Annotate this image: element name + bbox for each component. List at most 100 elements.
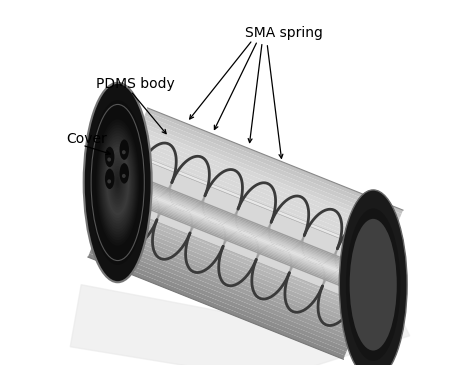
Polygon shape (146, 108, 403, 214)
Polygon shape (121, 181, 371, 282)
Polygon shape (101, 220, 358, 326)
Polygon shape (119, 188, 368, 288)
Ellipse shape (347, 211, 400, 358)
Ellipse shape (365, 263, 381, 306)
Ellipse shape (83, 83, 151, 282)
Ellipse shape (364, 260, 382, 309)
Polygon shape (95, 235, 352, 341)
Ellipse shape (339, 190, 407, 365)
Text: Cover: Cover (67, 132, 107, 146)
Ellipse shape (106, 150, 129, 215)
Ellipse shape (112, 166, 123, 199)
Polygon shape (122, 180, 371, 281)
Ellipse shape (372, 282, 374, 288)
Polygon shape (125, 172, 374, 273)
Polygon shape (110, 197, 367, 303)
Polygon shape (113, 190, 370, 296)
Ellipse shape (98, 125, 137, 240)
Ellipse shape (120, 163, 129, 184)
Polygon shape (103, 216, 360, 322)
Polygon shape (118, 190, 367, 291)
Polygon shape (90, 250, 347, 356)
Polygon shape (124, 176, 373, 277)
Ellipse shape (97, 122, 138, 243)
Polygon shape (119, 189, 368, 290)
Ellipse shape (110, 161, 125, 204)
Ellipse shape (370, 250, 386, 270)
Polygon shape (98, 227, 356, 333)
Ellipse shape (122, 150, 126, 154)
Ellipse shape (116, 177, 120, 188)
Ellipse shape (370, 276, 377, 294)
Polygon shape (138, 127, 395, 233)
Polygon shape (122, 179, 372, 280)
Ellipse shape (362, 254, 384, 315)
Ellipse shape (107, 157, 111, 162)
Polygon shape (97, 231, 354, 337)
Text: SMA spring: SMA spring (245, 26, 323, 40)
Ellipse shape (363, 257, 383, 312)
Ellipse shape (115, 174, 121, 191)
Polygon shape (131, 145, 388, 251)
Ellipse shape (349, 218, 397, 352)
Ellipse shape (117, 180, 119, 185)
Polygon shape (118, 179, 375, 285)
Polygon shape (142, 119, 399, 225)
Polygon shape (126, 171, 375, 272)
Ellipse shape (359, 245, 387, 324)
Ellipse shape (105, 147, 114, 167)
Polygon shape (133, 142, 390, 247)
Polygon shape (134, 138, 391, 244)
Polygon shape (92, 242, 349, 348)
Ellipse shape (99, 128, 136, 237)
Ellipse shape (351, 224, 395, 346)
Polygon shape (104, 212, 361, 318)
Ellipse shape (352, 227, 394, 343)
Ellipse shape (114, 172, 121, 193)
Ellipse shape (113, 169, 122, 196)
Polygon shape (121, 182, 371, 283)
Ellipse shape (355, 233, 392, 337)
Polygon shape (116, 182, 373, 288)
Polygon shape (121, 171, 378, 277)
Ellipse shape (105, 169, 114, 189)
Ellipse shape (103, 139, 133, 226)
Polygon shape (116, 195, 365, 296)
Ellipse shape (94, 114, 141, 251)
Polygon shape (100, 223, 357, 330)
Ellipse shape (102, 136, 134, 229)
Ellipse shape (356, 236, 391, 334)
Text: PDMS body: PDMS body (96, 77, 174, 91)
Polygon shape (128, 153, 385, 259)
Ellipse shape (368, 269, 378, 300)
Polygon shape (117, 192, 367, 292)
Polygon shape (94, 238, 351, 344)
Ellipse shape (371, 278, 375, 291)
Polygon shape (124, 175, 373, 276)
Ellipse shape (346, 208, 401, 361)
Polygon shape (109, 201, 366, 307)
Polygon shape (119, 175, 376, 281)
Ellipse shape (93, 111, 142, 254)
Ellipse shape (107, 152, 128, 213)
Polygon shape (125, 160, 382, 266)
Ellipse shape (357, 239, 390, 330)
Polygon shape (115, 186, 372, 292)
Polygon shape (107, 205, 364, 311)
Polygon shape (91, 246, 348, 352)
Ellipse shape (108, 155, 127, 210)
Polygon shape (136, 134, 393, 240)
Polygon shape (137, 130, 394, 236)
Ellipse shape (369, 273, 378, 297)
Ellipse shape (104, 141, 132, 224)
Polygon shape (106, 208, 363, 315)
Ellipse shape (354, 230, 393, 339)
Ellipse shape (92, 108, 143, 257)
Ellipse shape (101, 133, 135, 232)
Polygon shape (70, 285, 410, 365)
Ellipse shape (109, 158, 126, 207)
Polygon shape (88, 253, 345, 359)
Polygon shape (116, 157, 378, 302)
Polygon shape (143, 115, 400, 221)
Polygon shape (122, 168, 379, 273)
